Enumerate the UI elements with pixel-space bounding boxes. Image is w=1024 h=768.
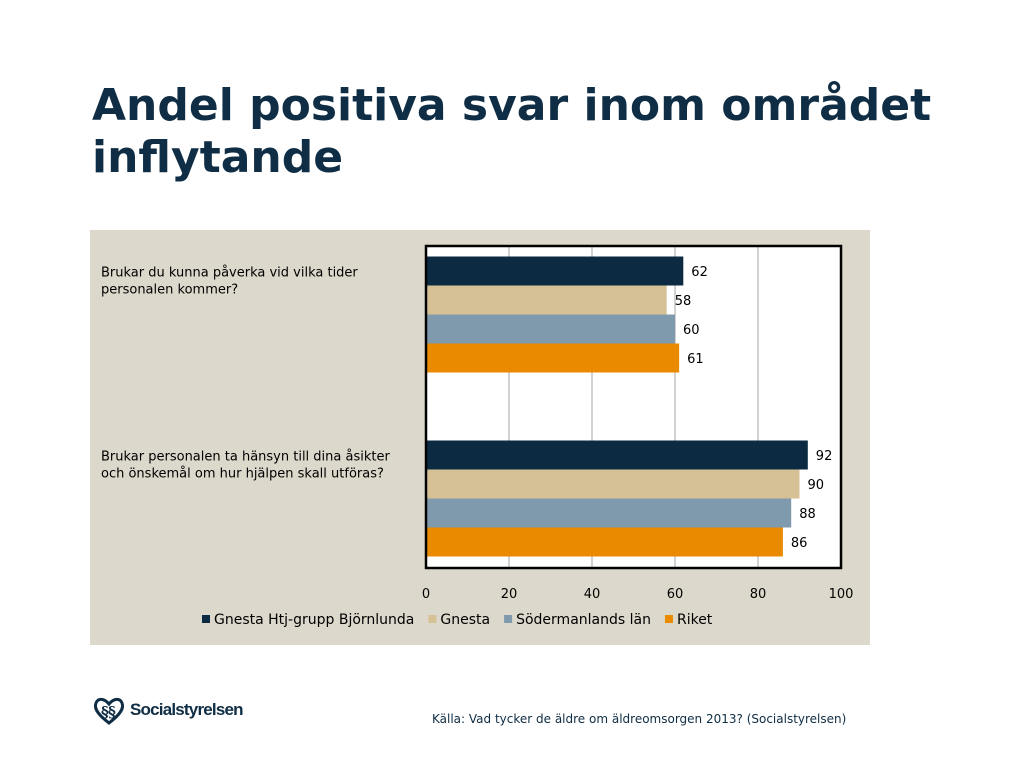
logo-icon: § § — [93, 697, 125, 725]
bar-chart: 62 58 60 61 Brukar du kunna påverka vid vilk… — [101, 244, 854, 628]
socialstyrelsen-logo: § § Socialstyrelsen — [92, 692, 244, 728]
bar — [426, 440, 808, 470]
logo-text: Socialstyrelsen — [130, 700, 244, 719]
x-tick-label: 0 — [422, 587, 430, 602]
x-tick-label: 20 — [501, 587, 518, 602]
plot-border — [424, 244, 843, 570]
bar — [426, 343, 680, 373]
bar — [426, 256, 684, 286]
data-label: 61 — [687, 352, 704, 367]
category-label: Brukar personalen ta hänsyn till dina ås… — [101, 450, 390, 482]
x-tick-label: 60 — [667, 587, 684, 602]
legend-label: Gnesta Htj-grupp Björnlunda — [214, 612, 414, 628]
legend-label: Södermanlands län — [516, 612, 651, 628]
data-label: 62 — [691, 265, 708, 280]
legend-swatch — [428, 615, 437, 623]
legend-label: Gnesta — [440, 612, 490, 628]
legend-label: Riket — [677, 612, 713, 628]
bar — [426, 527, 783, 557]
data-label: 58 — [675, 294, 692, 309]
legend-swatch — [202, 615, 210, 623]
data-label: 88 — [799, 507, 816, 522]
source-note: Källa: Vad tycker de äldre om äldreomsor… — [432, 712, 847, 726]
category-label: Brukar du kunna påverka vid vilka tider p… — [101, 266, 358, 298]
bar — [426, 469, 800, 499]
bar — [426, 498, 792, 528]
data-label: 60 — [683, 323, 700, 338]
legend-swatch — [664, 615, 673, 623]
data-label: 92 — [816, 449, 833, 464]
svg-text:§: § — [108, 703, 116, 721]
bar — [426, 285, 667, 315]
legend-swatch — [504, 615, 513, 623]
data-label: 90 — [808, 478, 825, 493]
bar — [426, 314, 675, 344]
data-label: 86 — [791, 536, 808, 551]
x-tick-label: 100 — [829, 587, 854, 602]
page-title: Andel positiva svar inom området inflyta… — [92, 80, 932, 183]
x-tick-label: 80 — [750, 587, 767, 602]
chart-panel: 62 58 60 61 Brukar du kunna påverka vid vilk… — [90, 230, 870, 645]
svg-text:§: § — [101, 703, 109, 721]
x-tick-label: 40 — [584, 587, 601, 602]
